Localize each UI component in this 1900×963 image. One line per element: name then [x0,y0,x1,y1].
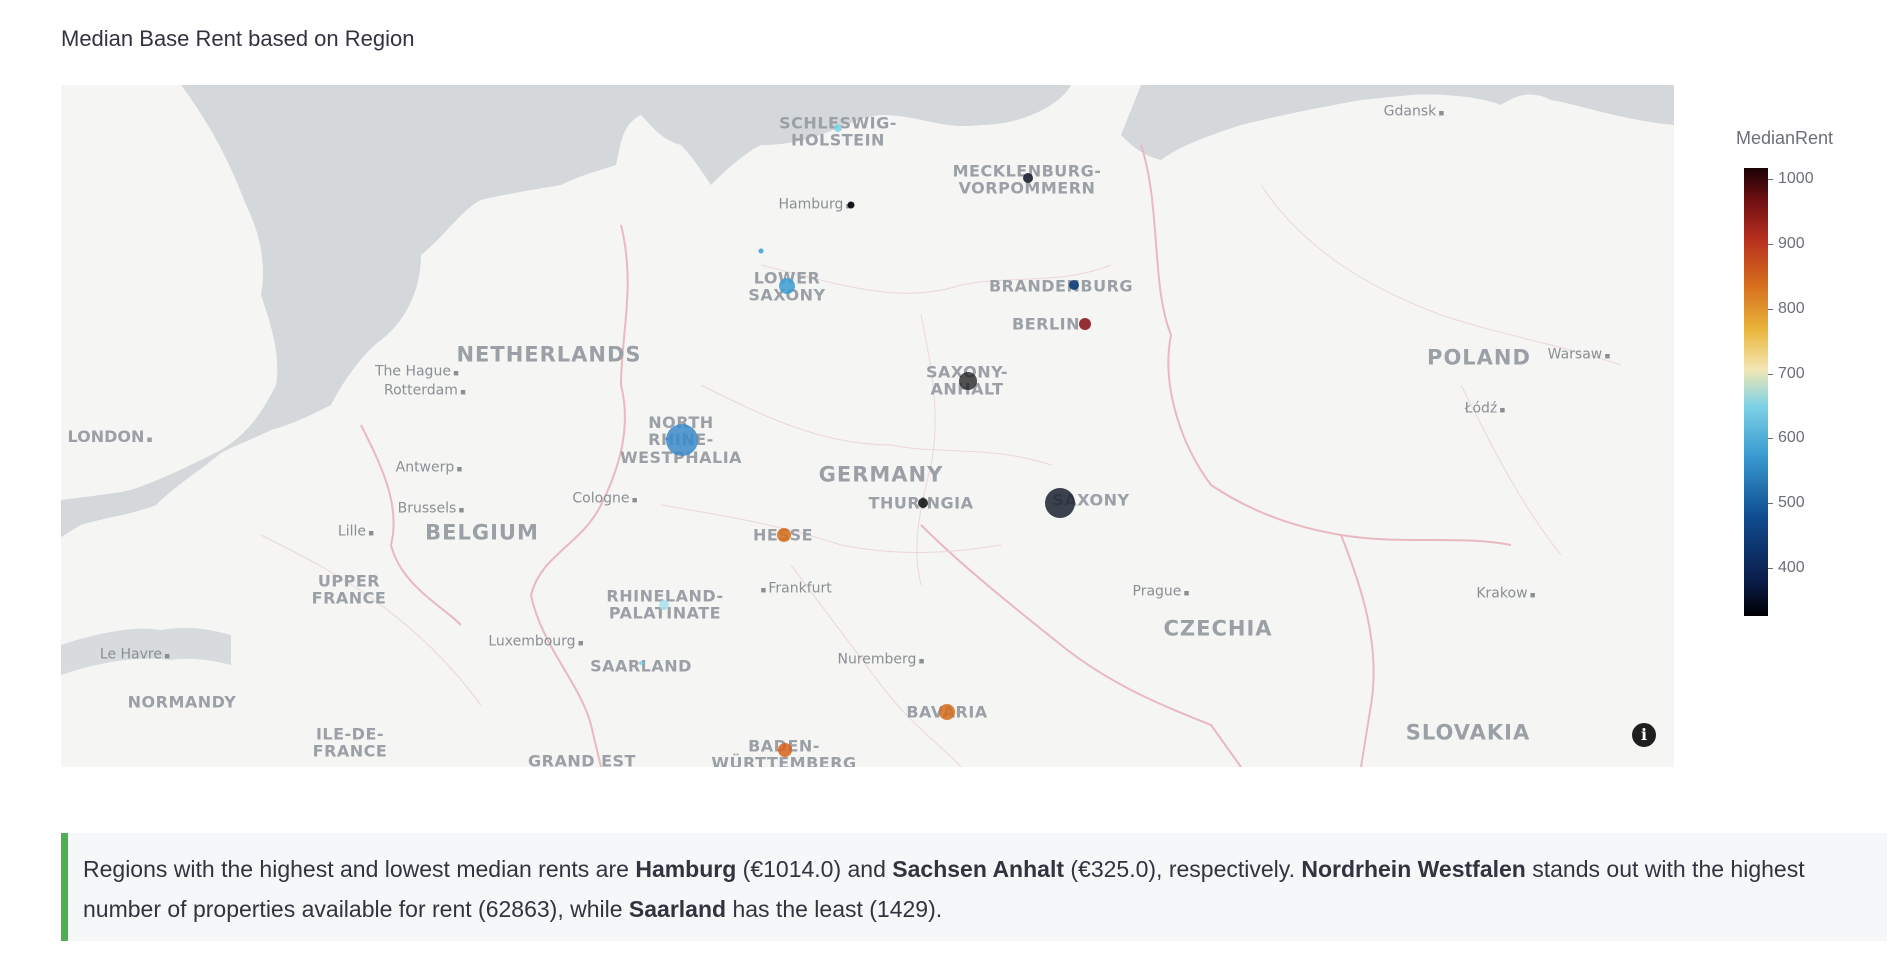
callout-highest-region: Hamburg [635,856,737,882]
bubble-bavaria[interactable] [939,704,955,720]
bubble-thuringia[interactable] [918,498,928,508]
city-label-london: LONDON [68,428,153,446]
info-icon[interactable]: i [1632,723,1656,747]
bubble-schleswig-holstein[interactable] [834,124,842,132]
country-label-belgium: BELGIUM [425,520,539,545]
baltic-sea [1121,85,1674,160]
city-label-nuremberg: Nuremberg [837,652,924,667]
colorbar [1744,168,1768,616]
bubble-lower-saxony[interactable] [779,278,795,294]
city-label-prague: Prague [1132,584,1189,599]
city-label-frankfurt: Frankfurt [760,581,834,596]
map[interactable]: NETHERLANDS BELGIUM GERMANY POLAND CZECH… [61,85,1674,767]
region-label-north-rhine-westphalia: NORTH RHINE- WESTPHALIA [619,413,743,467]
city-label-gdansk: Gdansk [1384,104,1445,119]
city-label-brussels: Brussels [398,501,465,516]
legend-tick-1000: 1000 [1768,170,1814,187]
legend-tick-500: 500 [1768,494,1805,511]
bubble-mecklenburg[interactable] [1023,173,1033,183]
city-label-rotterdam: Rotterdam [384,383,466,398]
colorbar-legend: MedianRent 1000 900 800 700 600 500 400 [1736,128,1856,616]
region-label-ile-de-france: ILE-DE- FRANCE [312,724,388,761]
callout-lowest-region: Sachsen Anhalt [892,856,1064,882]
country-label-slovakia: SLOVAKIA [1405,720,1531,745]
city-label-warsaw: Warsaw [1548,347,1611,362]
bubble-north-rhine-westphalia[interactable] [666,424,698,456]
north-sea [61,85,1071,537]
region-label-rhineland-palatinate: RHINELAND- PALATINATE [606,586,724,623]
region-label-berlin: BERLIN [1012,314,1080,334]
map-bubbles [639,124,1091,757]
region-label-brandenburg: BRANDENBURG [988,276,1134,296]
region-label-grand-est: GRAND EST [528,751,636,767]
country-label-czechia: CZECHIA [1163,616,1273,641]
legend-tick-600: 600 [1768,429,1805,446]
callout-text-1: Regions with the highest and lowest medi… [83,856,636,882]
legend-tick-900: 900 [1768,235,1805,252]
city-label-hamburg: Hamburg [778,197,851,212]
legend-tick-700: 700 [1768,365,1805,382]
france-land [61,658,231,767]
bubble-bremen[interactable] [758,248,764,254]
callout-text-5: has the least (1429). [726,896,943,922]
region-label-schleswig-holstein: SCHLESWIG- HOLSTEIN [779,113,897,150]
region-label-upper-france: UPPER FRANCE [311,571,387,608]
city-label-krakow: Krakow [1476,586,1535,601]
legend-tick-400: 400 [1768,559,1805,576]
great-britain [61,85,278,500]
city-label-lodz: Łódź [1465,401,1506,416]
insight-callout: Regions with the highest and lowest medi… [61,833,1887,941]
city-label-le-havre: Le Havre [100,647,170,662]
bubble-baden-wurttemberg[interactable] [778,743,792,757]
bubble-brandenburg[interactable] [1069,280,1079,290]
legend-tick-800: 800 [1768,300,1805,317]
region-borders [260,184,1622,767]
bubble-hesse[interactable] [777,528,791,542]
region-label-normandy: NORMANDY [127,692,237,712]
callout-text-4: stands out with the highest number of pr… [83,856,1805,922]
callout-text-3: (€325.0), respectively. [1064,856,1302,882]
country-label-poland: POLAND [1427,345,1531,370]
bubble-saxony-anhalt[interactable] [959,372,977,390]
city-label-antwerp: Antwerp [396,460,463,475]
city-label-cologne: Cologne [572,491,637,506]
bubble-berlin[interactable] [1079,318,1091,330]
callout-least-properties-region: Saarland [628,896,727,922]
country-label-germany: GERMANY [818,462,944,487]
callout-most-properties-region: Nordrhein Westfalen [1301,856,1526,882]
bubble-rhineland-palatinate[interactable] [659,600,669,610]
region-label-saarland: SAARLAND [590,656,692,676]
city-label-lille: Lille [338,524,374,539]
city-label-the-hague: The Hague [375,364,459,379]
page-title: Median Base Rent based on Region [61,26,415,51]
bubble-saarland[interactable] [639,661,643,665]
bubble-hamburg[interactable] [847,201,855,209]
country-label-netherlands: NETHERLANDS [456,342,642,367]
bubble-saxony[interactable] [1045,488,1075,518]
city-label-luxembourg: Luxembourg [488,634,583,649]
region-label-mecklenburg: MECKLENBURG- VORPOMMERN [952,161,1102,198]
legend-title: MedianRent [1736,128,1834,148]
callout-text-2: (€1014.0) and [736,856,893,882]
